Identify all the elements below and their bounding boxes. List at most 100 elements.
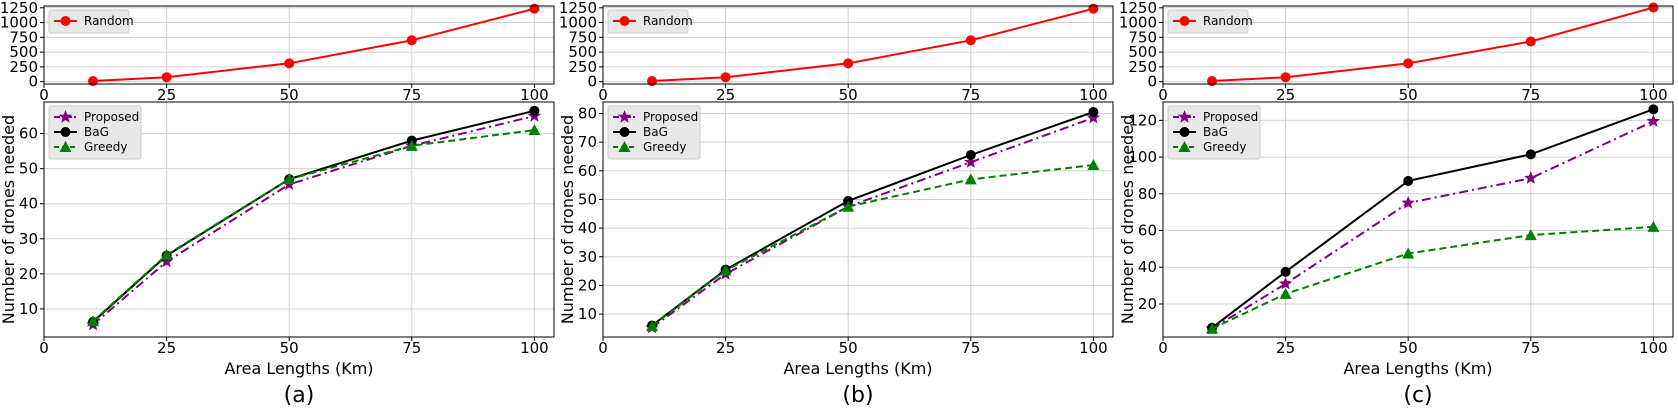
y-tick-label: 80 bbox=[578, 104, 597, 122]
panel-caption: (c) bbox=[1403, 383, 1432, 408]
y-tick-label: 60 bbox=[578, 162, 597, 180]
x-tick-label: 75 bbox=[1521, 339, 1540, 357]
data-point-bag bbox=[1525, 149, 1536, 160]
data-point-greedy bbox=[1524, 229, 1537, 241]
y-tick-label: 10 bbox=[578, 305, 597, 323]
y-tick-label: 50 bbox=[578, 190, 597, 208]
data-point-greedy bbox=[1206, 322, 1219, 334]
y-tick-label: 20 bbox=[578, 276, 597, 294]
legend bbox=[607, 9, 689, 34]
data-point-random bbox=[1525, 36, 1536, 47]
x-tick-label: 0 bbox=[598, 86, 608, 104]
x-tick-label: 25 bbox=[1276, 339, 1295, 357]
y-tick-label: 0 bbox=[28, 73, 38, 91]
y-tick-label: 1000 bbox=[1119, 14, 1157, 32]
data-point-random bbox=[1088, 3, 1099, 14]
data-point-greedy bbox=[405, 139, 418, 151]
y-tick-label: 100 bbox=[1128, 148, 1157, 166]
legend bbox=[1167, 9, 1249, 34]
y-tick-label: 0 bbox=[1147, 73, 1157, 91]
data-point-greedy bbox=[1647, 220, 1660, 232]
data-point-random bbox=[647, 76, 658, 87]
x-axis-title: Area Lengths (Km) bbox=[1343, 359, 1492, 378]
y-tick-label: 750 bbox=[9, 28, 38, 46]
x-tick-label: 25 bbox=[716, 86, 735, 104]
x-tick-label: 100 bbox=[1639, 339, 1668, 357]
y-tick-label: 50 bbox=[19, 160, 38, 178]
y-axis-title: Number of drones needed bbox=[0, 115, 18, 324]
y-tick-label: 30 bbox=[19, 230, 38, 248]
x-tick-label: 50 bbox=[1399, 339, 1418, 357]
y-tick-label: 60 bbox=[1138, 222, 1157, 240]
y-tick-label: 250 bbox=[568, 58, 597, 76]
data-point-random bbox=[965, 35, 976, 46]
chart-5: 0 25 50 75 100 20 40 60 80 100 120 ProposedBaGGreed… bbox=[1118, 101, 1674, 378]
x-tick-label: 0 bbox=[598, 339, 608, 357]
legend bbox=[48, 105, 142, 160]
y-tick-label: 40 bbox=[1138, 258, 1157, 276]
data-point-greedy bbox=[719, 264, 732, 276]
data-point-greedy bbox=[964, 173, 977, 185]
y-tick-label: 750 bbox=[568, 28, 597, 46]
y-tick-label: 1250 bbox=[0, 0, 38, 17]
legend-label: Greedy bbox=[84, 140, 127, 154]
data-point-greedy bbox=[283, 173, 296, 185]
x-tick-label: 50 bbox=[839, 86, 858, 104]
x-tick-label: 100 bbox=[1079, 339, 1108, 357]
x-tick-label: 0 bbox=[1158, 339, 1168, 357]
data-point-greedy bbox=[1279, 287, 1292, 299]
data-point-random bbox=[720, 72, 731, 83]
data-point-random bbox=[161, 72, 172, 83]
y-tick-label: 500 bbox=[568, 43, 597, 61]
legend bbox=[607, 105, 701, 160]
legend-marker-random bbox=[619, 16, 630, 26]
plot-frame bbox=[1162, 5, 1674, 85]
y-tick-label: 60 bbox=[19, 125, 38, 143]
data-point-bag bbox=[1648, 104, 1659, 115]
y-tick-label: 1250 bbox=[1119, 0, 1157, 17]
data-point-greedy bbox=[1087, 159, 1100, 171]
data-point-bag bbox=[965, 150, 976, 161]
legend bbox=[48, 9, 130, 34]
y-tick-label: 20 bbox=[19, 265, 38, 283]
y-tick-label: 0 bbox=[587, 73, 597, 91]
data-point-greedy bbox=[87, 315, 100, 327]
plot-frame bbox=[43, 5, 555, 85]
plot-frame bbox=[602, 5, 1114, 85]
data-point-greedy bbox=[160, 248, 173, 260]
legend-label: Greedy bbox=[643, 140, 686, 154]
data-point-random bbox=[1648, 2, 1659, 13]
legend-marker-bag bbox=[1179, 127, 1190, 137]
legend-label: Random bbox=[1203, 14, 1253, 28]
y-tick-label: 1250 bbox=[559, 0, 597, 17]
y-tick-label: 1000 bbox=[559, 14, 597, 32]
legend-label: BaG bbox=[643, 125, 668, 139]
x-tick-label: 50 bbox=[280, 86, 299, 104]
y-tick-label: 40 bbox=[578, 219, 597, 237]
legend-label: Random bbox=[84, 14, 134, 28]
legend-marker-bag bbox=[619, 127, 630, 137]
data-point-greedy bbox=[1402, 247, 1415, 259]
series-line-greedy bbox=[651, 164, 1094, 327]
data-point-proposed bbox=[1646, 114, 1660, 127]
x-tick-label: 75 bbox=[961, 339, 980, 357]
legend bbox=[1167, 105, 1261, 160]
x-tick-label: 0 bbox=[39, 339, 49, 357]
data-point-random bbox=[284, 58, 295, 69]
x-tick-label: 0 bbox=[1158, 86, 1168, 104]
legend-marker-proposed bbox=[58, 110, 73, 123]
data-point-random bbox=[1403, 58, 1414, 69]
data-point-proposed bbox=[1278, 276, 1293, 290]
x-tick-label: 75 bbox=[961, 86, 980, 104]
legend-marker-greedy bbox=[618, 141, 631, 152]
legend-label: Proposed bbox=[84, 110, 139, 124]
data-point-greedy bbox=[646, 320, 659, 332]
panel-caption: (b) bbox=[842, 383, 873, 408]
x-tick-label: 100 bbox=[520, 339, 549, 357]
x-tick-label: 50 bbox=[280, 339, 299, 357]
legend-marker-random bbox=[60, 16, 71, 26]
